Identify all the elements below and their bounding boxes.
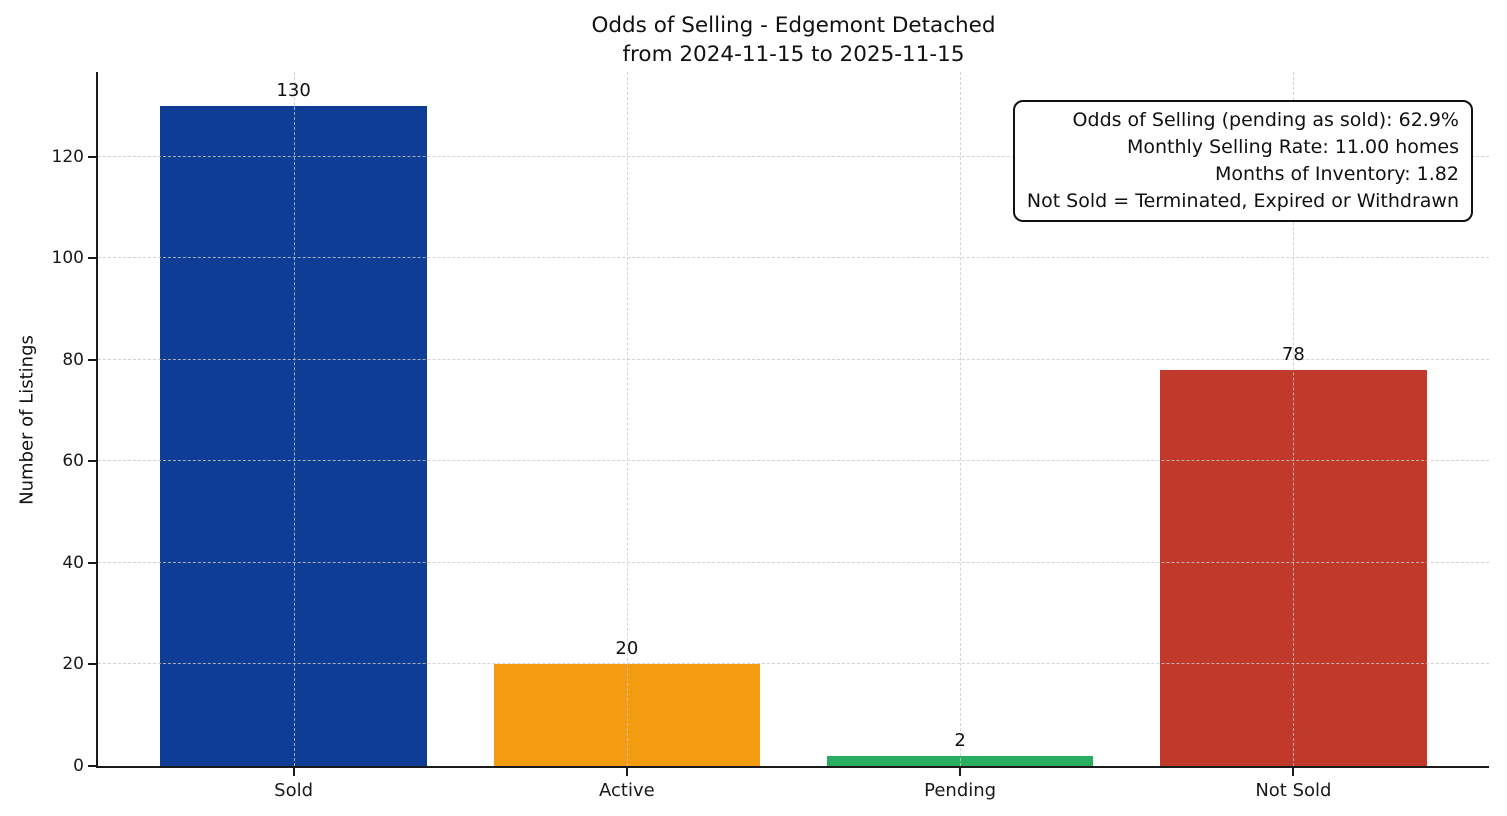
x-tick-mark	[625, 768, 628, 776]
y-tick-mark	[88, 663, 96, 666]
y-gridline	[98, 460, 1489, 462]
y-axis-label: Number of Listings	[16, 335, 38, 505]
title-block: Odds of Selling - Edgemont Detached from…	[98, 11, 1489, 69]
y-gridline	[98, 257, 1489, 259]
stats-line-not-sold-note: Not Sold = Terminated, Expired or Withdr…	[1026, 190, 1459, 212]
y-tick-mark	[88, 358, 96, 361]
bar-value-label: 130	[276, 80, 311, 102]
y-tick-mark	[88, 257, 96, 260]
stats-line-inventory: Months of Inventory: 1.82	[1215, 163, 1459, 185]
y-tick-mark	[88, 460, 96, 463]
bar-pending	[826, 755, 1094, 766]
x-gridline	[293, 72, 295, 766]
y-tick-label: 100	[51, 248, 84, 269]
x-axis-spine	[96, 766, 1489, 768]
y-gridline	[98, 155, 1489, 157]
x-tick-label: Active	[599, 780, 655, 801]
stats-line-selling-rate: Monthly Selling Rate: 11.00 homes	[1126, 136, 1459, 158]
x-tick-label: Pending	[924, 780, 997, 801]
x-gridline	[960, 72, 962, 766]
y-tick-label: 20	[62, 654, 84, 675]
x-tick-label: Not Sold	[1255, 780, 1332, 801]
x-tick-label: Sold	[274, 780, 314, 801]
y-tick-mark	[88, 561, 96, 564]
stats-line-odds: Odds of Selling (pending as sold): 62.9%	[1072, 109, 1459, 131]
y-tick-label: 80	[62, 349, 84, 370]
y-tick-label: 40	[62, 552, 84, 573]
chart-subtitle: from 2024-11-15 to 2025-11-15	[622, 42, 965, 67]
x-gridline	[626, 72, 628, 766]
y-gridline	[98, 561, 1489, 563]
y-tick-mark	[88, 155, 96, 158]
stats-annotation-box: Odds of Selling (pending as sold): 62.9%…	[1012, 100, 1473, 222]
y-tick-mark	[88, 765, 96, 767]
x-tick-mark	[959, 768, 962, 776]
y-tick-label: 120	[51, 146, 84, 167]
y-tick-label: 0	[73, 756, 84, 776]
x-gridline	[1293, 72, 1295, 766]
bar-value-label: 78	[1281, 344, 1305, 366]
chart-title: Odds of Selling - Edgemont Detached	[591, 13, 996, 38]
bar-value-label: 2	[954, 729, 966, 751]
x-tick-mark	[292, 768, 295, 776]
y-tick-label: 60	[62, 451, 84, 472]
y-gridline	[98, 663, 1489, 665]
y-gridline	[98, 358, 1489, 360]
x-tick-mark	[1292, 768, 1295, 776]
plot-area: 0 20 40 60 80 100 120 130 Sold 20 Active 2 Pending 78…	[52, 72, 1489, 801]
y-axis-spine	[96, 72, 98, 768]
bar-value-label: 20	[615, 638, 639, 660]
